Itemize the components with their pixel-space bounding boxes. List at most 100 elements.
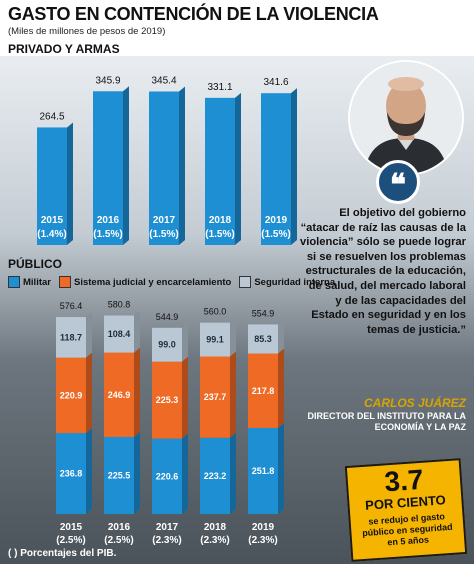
pct-label-private-2018: (1.5%) bbox=[205, 229, 234, 240]
quote-author: CARLOS JUÁREZ bbox=[363, 396, 466, 410]
pct-label-private-2019: (1.5%) bbox=[261, 229, 290, 240]
value-label-private-2017: 345.4 bbox=[151, 75, 176, 86]
segment-label-military-2016: 225.5 bbox=[108, 470, 131, 480]
legend-label-internal-security: Seguridad interna bbox=[254, 276, 336, 288]
public-stacked-bar-chart: 236.8 220.9 118.7 576.4 2015 (2.5%) 225.5 246.9… bbox=[56, 300, 284, 546]
bar-judicial-2017 bbox=[152, 361, 182, 439]
bar-internal-security-2018-side bbox=[230, 317, 236, 357]
segment-label-military-2018: 223.2 bbox=[204, 471, 227, 481]
footnote: ( ) Porcentajes del PIB. bbox=[8, 548, 117, 559]
chart-legend: Militar Sistema judicial y encarcelamien… bbox=[8, 276, 335, 288]
segment-label-internal-security-2017: 99.0 bbox=[158, 340, 176, 350]
bar-judicial-2015 bbox=[56, 357, 86, 434]
bar-military-2015-side bbox=[86, 428, 92, 514]
pct-label-private-2015: (1.4%) bbox=[37, 229, 66, 240]
bar-judicial-2016 bbox=[104, 352, 134, 437]
legend-swatch-judicial bbox=[58, 276, 71, 288]
bar-military-2017 bbox=[152, 438, 182, 514]
bar-internal-security-2017 bbox=[152, 327, 182, 362]
portrait-photo bbox=[348, 60, 464, 176]
bar-internal-security-2015 bbox=[56, 317, 86, 358]
bar-private-2018-side bbox=[235, 92, 241, 245]
bar-judicial-2017-side bbox=[182, 356, 188, 439]
total-label-2019: 554.9 bbox=[252, 308, 275, 318]
bar-military-2015 bbox=[56, 433, 86, 514]
bar-private-2017-side bbox=[179, 86, 185, 245]
legend-item-internal-security: Seguridad interna bbox=[239, 276, 335, 288]
year-label-private-2018: 2018 bbox=[209, 215, 232, 226]
bar-judicial-2015-side bbox=[86, 352, 92, 434]
page-subtitle: (Miles de millones de pesos de 2019) bbox=[8, 26, 166, 37]
bar-military-2016-side bbox=[134, 431, 140, 514]
total-label-2018: 560.0 bbox=[204, 307, 227, 317]
legend-item-judicial: Sistema judicial y encarcelamiento bbox=[58, 276, 232, 288]
bar-private-2019 bbox=[261, 93, 291, 245]
total-label-2017: 544.9 bbox=[156, 312, 179, 322]
bar-private-2015-side bbox=[67, 122, 73, 245]
pct-label-private-2017: (1.5%) bbox=[149, 229, 178, 240]
bar-private-2018 bbox=[205, 97, 235, 245]
legend-swatch-military bbox=[8, 276, 20, 288]
segment-label-military-2015: 236.8 bbox=[60, 469, 83, 479]
segment-label-internal-security-2019: 85.3 bbox=[254, 334, 272, 344]
segment-label-military-2019: 251.8 bbox=[252, 466, 275, 476]
bar-internal-security-2016 bbox=[104, 315, 134, 353]
bar-private-2019-side bbox=[291, 88, 297, 245]
bar-judicial-2016-side bbox=[134, 347, 140, 437]
total-label-2015: 576.4 bbox=[60, 301, 83, 311]
pct-label-private-2016: (1.5%) bbox=[93, 229, 122, 240]
year-label-public-2015: 2015 bbox=[60, 522, 83, 533]
bar-judicial-2019-side bbox=[278, 348, 284, 428]
bar-internal-security-2019 bbox=[248, 324, 278, 354]
segment-label-judicial-2018: 237.7 bbox=[204, 392, 227, 402]
private-arms-bar-chart: 264.5 2015 (1.4%) 345.9 2016 (1.5%) 345.4 2017 (… bbox=[37, 75, 297, 245]
bar-judicial-2018 bbox=[200, 356, 230, 438]
pct-label-public-2015: (2.5%) bbox=[56, 535, 85, 546]
year-label-public-2016: 2016 bbox=[108, 522, 131, 533]
bar-military-2019-side bbox=[278, 422, 284, 514]
portrait-illustration bbox=[350, 62, 462, 174]
segment-label-internal-security-2018: 99.1 bbox=[206, 335, 224, 345]
year-label-private-2019: 2019 bbox=[265, 215, 288, 226]
bar-internal-security-2015-side bbox=[86, 312, 92, 358]
bar-military-2018 bbox=[200, 437, 230, 514]
section-title-private: PRIVADO Y ARMAS bbox=[8, 42, 120, 56]
total-label-2016: 580.8 bbox=[108, 300, 131, 310]
legend-label-military: Militar bbox=[23, 276, 51, 288]
segment-label-judicial-2017: 225.3 bbox=[156, 395, 179, 405]
value-label-private-2015: 264.5 bbox=[39, 111, 64, 122]
legend-item-military: Militar bbox=[8, 276, 51, 288]
year-label-public-2017: 2017 bbox=[156, 522, 179, 533]
quote-icon: ❝ bbox=[376, 160, 420, 204]
year-label-public-2018: 2018 bbox=[204, 522, 227, 533]
bar-internal-security-2017-side bbox=[182, 322, 188, 362]
segment-label-internal-security-2016: 108.4 bbox=[108, 329, 131, 339]
quote-text: El objetivo del gobierno “atacar de raíz… bbox=[300, 207, 466, 336]
value-label-private-2019: 341.6 bbox=[263, 77, 288, 88]
year-label-private-2017: 2017 bbox=[153, 215, 176, 226]
year-label-private-2016: 2016 bbox=[97, 215, 120, 226]
bar-private-2017 bbox=[149, 91, 179, 245]
year-label-public-2019: 2019 bbox=[252, 522, 275, 533]
section-title-public: PÚBLICO bbox=[8, 257, 62, 271]
bar-judicial-2018-side bbox=[230, 351, 236, 438]
bar-private-2016-side bbox=[123, 86, 129, 245]
quote-author-role: DIRECTOR DEL INSTITUTO PARA LA ECONOMÍA … bbox=[307, 411, 466, 432]
pct-label-public-2016: (2.5%) bbox=[104, 535, 133, 546]
bar-military-2018-side bbox=[230, 432, 236, 514]
bar-military-2016 bbox=[104, 436, 134, 514]
bar-internal-security-2018 bbox=[200, 322, 230, 357]
page-title: GASTO EN CONTENCIÓN DE LA VIOLENCIA bbox=[8, 4, 379, 24]
bar-military-2017-side bbox=[182, 433, 188, 514]
bar-internal-security-2019-side bbox=[278, 319, 284, 354]
pct-label-public-2017: (2.3%) bbox=[152, 535, 181, 546]
bar-judicial-2019 bbox=[248, 353, 278, 428]
legend-swatch-internal-security bbox=[239, 276, 252, 288]
bar-private-2016 bbox=[93, 91, 123, 245]
segment-label-internal-security-2015: 118.7 bbox=[60, 332, 82, 342]
value-label-private-2016: 345.9 bbox=[95, 75, 120, 86]
legend-label-judicial: Sistema judicial y encarcelamiento bbox=[73, 276, 232, 288]
stat-caption: se redujo el gasto público en seguridad … bbox=[361, 511, 453, 548]
bar-military-2019 bbox=[248, 427, 278, 514]
bar-internal-security-2016-side bbox=[134, 310, 140, 353]
